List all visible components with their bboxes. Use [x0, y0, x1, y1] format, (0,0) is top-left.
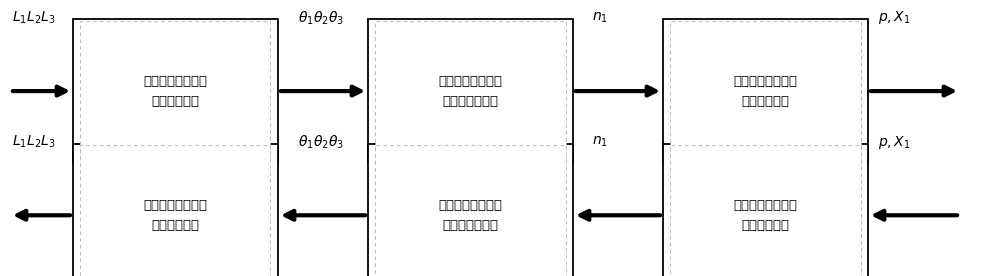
Text: $\it{p}, \it{X}_1$: $\it{p}, \it{X}_1$ — [878, 134, 911, 151]
Bar — [80, 21, 270, 161]
Bar — [368, 19, 572, 163]
Text: $\it{L}_1\it{L}_2\it{L}_3$: $\it{L}_1\it{L}_2\it{L}_3$ — [12, 134, 56, 150]
Text: $\it{L}_1\it{L}_2\it{L}_3$: $\it{L}_1\it{L}_2\it{L}_3$ — [12, 10, 56, 26]
Text: 变几何桁架前向运
动学法方向变换: 变几何桁架前向运 动学法方向变换 — [438, 75, 502, 108]
Text: $\it{p}, \it{X}_1$: $\it{p}, \it{X}_1$ — [878, 9, 911, 26]
Bar — [72, 19, 278, 163]
Bar — [670, 145, 860, 276]
Bar — [374, 145, 566, 276]
Text: 变几何桁架前向运
动学角度变换: 变几何桁架前向运 动学角度变换 — [143, 75, 207, 108]
Text: 变几何桁架扩展前
向运动学变换: 变几何桁架扩展前 向运动学变换 — [733, 75, 797, 108]
Text: 变几何桁架逆向运
动学角度变换: 变几何桁架逆向运 动学角度变换 — [143, 199, 207, 232]
Bar — [670, 21, 860, 161]
Text: $\it{\theta}_1\it{\theta}_2\it{\theta}_3$: $\it{\theta}_1\it{\theta}_2\it{\theta}_3… — [298, 9, 344, 27]
Text: $\it{n}_1$: $\it{n}_1$ — [592, 11, 608, 25]
Bar — [662, 19, 868, 163]
Bar — [662, 144, 868, 276]
Bar — [80, 145, 270, 276]
Text: 变几何桁架逆向运
动学法方向变换: 变几何桁架逆向运 动学法方向变换 — [438, 199, 502, 232]
Text: $\it{\theta}_1\it{\theta}_2\it{\theta}_3$: $\it{\theta}_1\it{\theta}_2\it{\theta}_3… — [298, 133, 344, 151]
Text: 变几何桁架扩展逆
向运动学变换: 变几何桁架扩展逆 向运动学变换 — [733, 199, 797, 232]
Bar — [368, 144, 572, 276]
Bar — [374, 21, 566, 161]
Bar — [72, 144, 278, 276]
Text: $\it{n}_1$: $\it{n}_1$ — [592, 135, 608, 149]
